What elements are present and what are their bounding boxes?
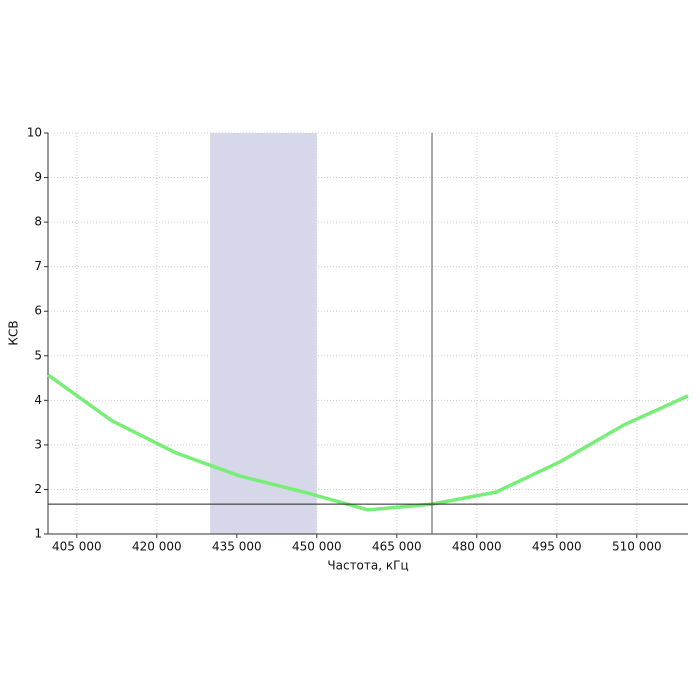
y-axis-title: КСВ xyxy=(7,320,21,345)
y-tick-label: 2 xyxy=(34,482,42,496)
y-tick-label: 10 xyxy=(27,126,42,140)
x-tick-label: 405 000 xyxy=(52,540,102,554)
y-tick-label: 8 xyxy=(34,215,42,229)
x-tick-label: 435 000 xyxy=(212,540,262,554)
x-tick-label: 450 000 xyxy=(292,540,342,554)
x-tick-label: 465 000 xyxy=(372,540,422,554)
y-tick-label: 3 xyxy=(34,437,42,451)
x-tick-label: 420 000 xyxy=(132,540,182,554)
x-tick-label: 480 000 xyxy=(452,540,502,554)
y-tick-label: 5 xyxy=(34,348,42,362)
y-tick-label: 9 xyxy=(34,170,42,184)
highlight-band xyxy=(210,133,317,534)
y-tick-label: 7 xyxy=(34,259,42,273)
y-tick-label: 4 xyxy=(34,393,42,407)
y-tick-label: 6 xyxy=(34,304,42,318)
x-axis-title: Частота, кГц xyxy=(327,559,408,573)
data-line xyxy=(46,373,689,512)
y-tick-label: 1 xyxy=(34,527,42,541)
x-tick-label: 495 000 xyxy=(532,540,582,554)
x-tick-label: 510 000 xyxy=(612,540,662,554)
